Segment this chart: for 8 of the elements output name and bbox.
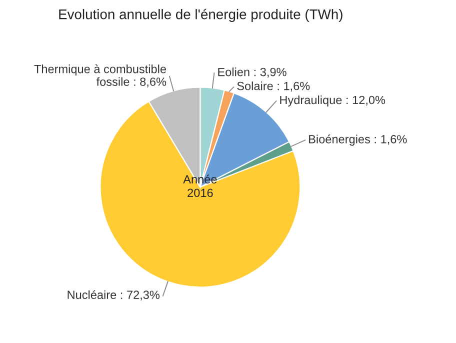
slice-label: Nucléaire : 72,3% <box>68 290 160 300</box>
slice-label: Hydraulique : 12,0% <box>280 96 386 107</box>
slice-label: Bioénergies : 1,6% <box>309 134 407 146</box>
slice-label: Eolien : 3,9% <box>218 68 286 78</box>
slice-label: Solaire : 1,6% <box>237 82 310 92</box>
slice-label: Thermique à combustible fossile : 8,6% <box>34 64 166 88</box>
text: Année 2016 <box>183 174 217 198</box>
chart-title: Evolution annuelle de l'énergie produite (TWh) <box>59 8 342 22</box>
